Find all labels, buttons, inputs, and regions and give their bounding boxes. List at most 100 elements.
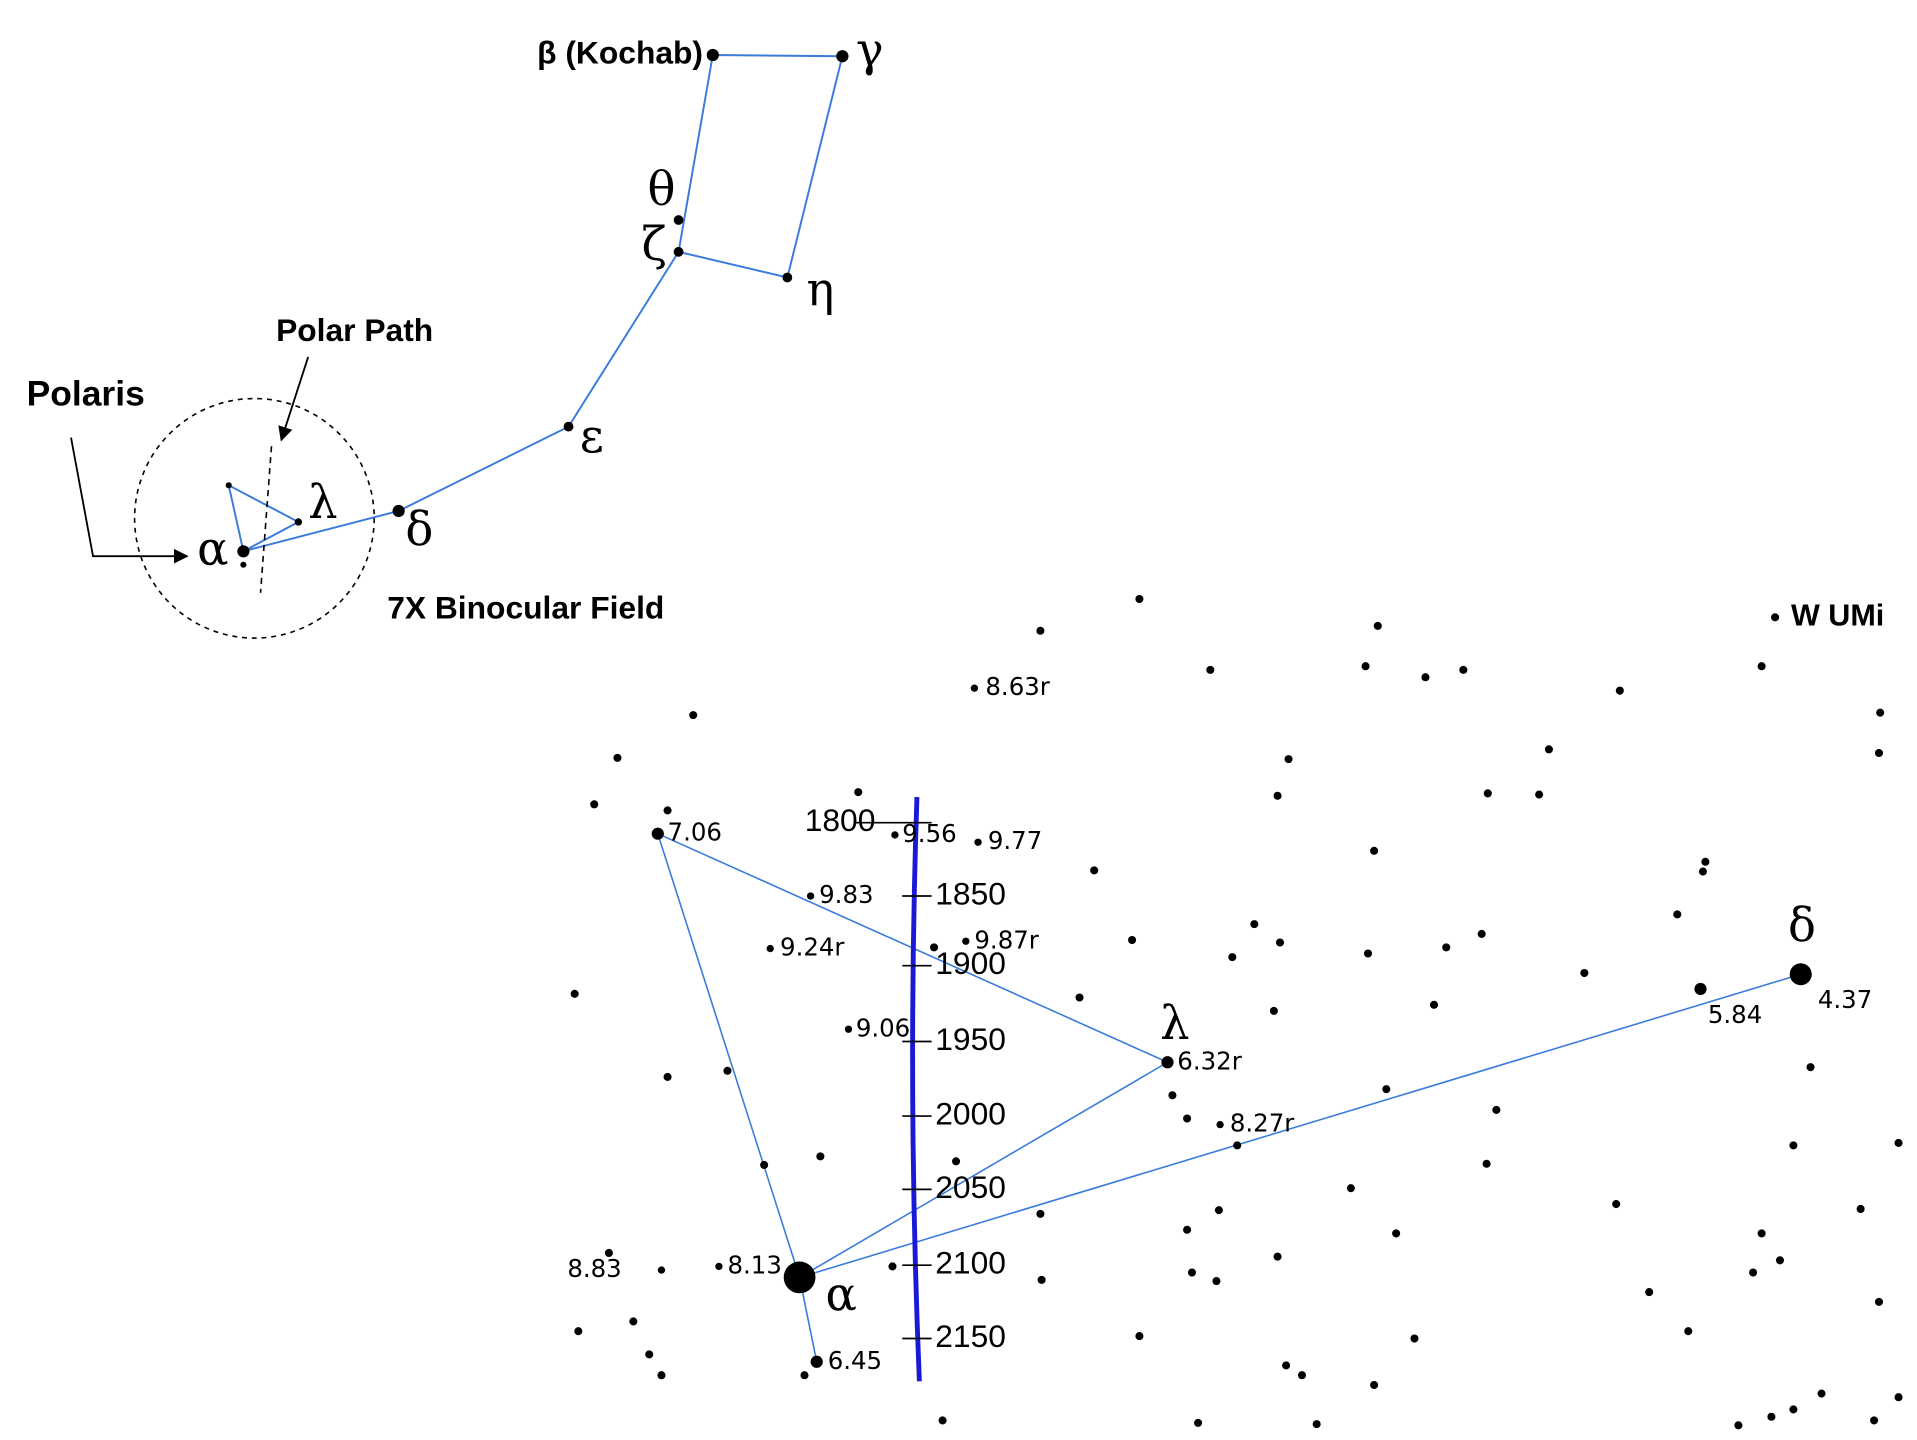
star	[1874, 748, 1884, 758]
star	[1382, 1085, 1391, 1094]
magnitude-label: 5.84	[1708, 1000, 1762, 1029]
star	[1282, 1361, 1291, 1370]
star	[715, 1262, 723, 1271]
star	[1284, 755, 1293, 764]
star	[1767, 1412, 1776, 1421]
star	[1894, 1393, 1903, 1402]
star	[1421, 673, 1430, 682]
magnitude-label: 6.32r	[1177, 1046, 1242, 1075]
finder-star-label: λ	[308, 475, 337, 529]
star	[1757, 662, 1766, 671]
star	[1544, 745, 1553, 754]
star	[766, 944, 774, 953]
star	[782, 272, 793, 283]
year-label: 2000	[935, 1095, 1006, 1131]
magnitude-label: 9.06	[856, 1013, 910, 1042]
star	[952, 1157, 961, 1166]
star	[891, 831, 899, 839]
magnitude-label: 8.63r	[985, 672, 1050, 701]
star	[1228, 953, 1237, 962]
star	[1535, 790, 1544, 799]
star	[1161, 1056, 1174, 1069]
star	[673, 215, 684, 225]
star	[1482, 1159, 1491, 1168]
star	[570, 989, 579, 998]
finder-star-label: δ	[405, 502, 433, 556]
star	[1874, 1297, 1884, 1306]
star	[1075, 993, 1084, 1002]
finder-star-label: α	[197, 522, 228, 576]
star	[930, 943, 939, 952]
star	[629, 1317, 638, 1326]
star	[1346, 1184, 1355, 1193]
star	[1870, 1416, 1879, 1425]
polaris-arrow	[70, 437, 189, 564]
star	[1806, 1063, 1815, 1072]
star	[888, 1262, 897, 1271]
chart-star-label: λ	[1160, 996, 1189, 1050]
star	[663, 1072, 672, 1081]
star	[1128, 936, 1137, 945]
star	[1370, 846, 1379, 855]
star	[1037, 1275, 1046, 1284]
star	[806, 892, 815, 900]
star	[604, 1248, 613, 1258]
magnitude-label: 9.24r	[780, 933, 845, 962]
star	[1757, 1229, 1766, 1238]
magnitude-label: 4.37	[1818, 985, 1872, 1014]
polar-path-line	[259, 446, 273, 593]
star	[1789, 963, 1812, 986]
star	[1483, 789, 1492, 798]
star	[651, 827, 664, 840]
star	[645, 1350, 654, 1359]
star	[657, 1371, 666, 1380]
star	[1135, 1332, 1144, 1341]
star	[1363, 949, 1373, 958]
star	[1645, 1288, 1654, 1297]
star	[1612, 1200, 1621, 1209]
star	[1789, 1405, 1798, 1414]
star	[1856, 1204, 1865, 1213]
star	[1269, 1006, 1278, 1015]
polar-path-arrow	[278, 356, 310, 442]
star	[1275, 938, 1285, 947]
star	[844, 1025, 853, 1033]
star	[1580, 969, 1589, 978]
magnitude-label: 8.83	[567, 1254, 621, 1283]
star	[706, 48, 719, 62]
star	[1894, 1138, 1903, 1147]
star	[613, 753, 622, 762]
star	[1373, 621, 1382, 630]
chart-star-label: δ	[1788, 898, 1816, 952]
star	[1876, 708, 1885, 717]
chart-star-label: α	[825, 1267, 856, 1321]
magnitude-label: 7.06	[668, 818, 722, 847]
star	[663, 806, 672, 815]
star	[1206, 665, 1215, 674]
star	[1684, 1327, 1693, 1336]
magnitude-label: 9.83	[819, 880, 873, 909]
variable-label: W UMi	[1791, 598, 1884, 632]
year-label: 1900	[935, 945, 1006, 981]
star	[1183, 1225, 1192, 1234]
star	[854, 788, 863, 797]
star	[1673, 910, 1682, 919]
star	[1183, 1114, 1192, 1123]
star	[836, 50, 849, 63]
star	[689, 711, 698, 720]
star	[783, 1261, 816, 1294]
star	[1135, 594, 1144, 604]
star	[1817, 1389, 1826, 1398]
star	[962, 937, 970, 945]
magnitude-label: 9.56	[902, 819, 956, 848]
star	[1459, 665, 1468, 674]
polar-path-label: Polar Path	[276, 312, 433, 348]
star	[816, 1152, 825, 1161]
binocular-field-label: 7X Binocular Field	[387, 589, 664, 625]
star	[1216, 1120, 1224, 1129]
star	[294, 518, 303, 526]
star	[1187, 1268, 1197, 1277]
star	[1036, 626, 1045, 635]
star	[590, 800, 599, 809]
